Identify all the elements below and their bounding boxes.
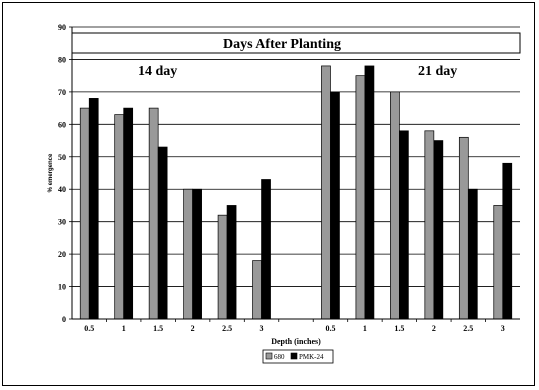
axes-group [71, 27, 520, 322]
y-tick-label: 90 [58, 23, 66, 32]
x-tick-label: 1.5 [153, 324, 163, 333]
y-tick-label: 70 [58, 88, 66, 97]
y-tick-label: 40 [58, 185, 66, 194]
bar-pmk-24 [192, 188, 202, 320]
y-tick-label: 0 [62, 315, 66, 324]
bar-pmk-24 [88, 98, 99, 320]
bar-680 [252, 260, 262, 320]
y-tick-label: 50 [58, 153, 66, 162]
annotation-21-day: 21 day [418, 64, 457, 79]
y-axis-label: % emergence [48, 153, 54, 192]
x-axis-label: Depth (inches) [271, 337, 321, 346]
y-tick-label: 80 [58, 55, 66, 64]
x-tick-label: 2 [432, 324, 436, 333]
y-tick-labels: 0 10 20 30 40 50 60 70 80 90 [58, 23, 72, 324]
bar-pmk-24 [330, 91, 340, 320]
y-tick-label: 20 [58, 250, 66, 259]
x-tick-label: 0.5 [84, 324, 94, 333]
y-tick-label: 60 [58, 120, 66, 129]
x-tick-label: 2 [191, 324, 195, 333]
bar-pmk-24 [261, 179, 271, 320]
bar-pmk-24 [364, 65, 375, 320]
x-tick-label: 3 [501, 324, 505, 333]
bar-680 [390, 91, 400, 320]
bar-680 [321, 65, 331, 320]
legend-label-pmk-24: PMK-24 [299, 353, 324, 361]
legend: 680 PMK-24 [262, 349, 334, 364]
x-tick-label: 2.5 [222, 324, 232, 333]
bar-pmk-24 [157, 146, 168, 320]
y-tick-label: 10 [58, 283, 66, 292]
bar-680 [424, 130, 435, 320]
x-tick-label: 0.5 [325, 324, 335, 333]
legend-box [262, 349, 334, 364]
bar-pmk-24 [433, 140, 444, 320]
x-tick-label: 1.5 [394, 324, 404, 333]
bar-680 [217, 214, 228, 320]
y-tick-label: 30 [58, 218, 66, 227]
bar-680 [355, 75, 366, 320]
legend-label-680: 680 [274, 353, 285, 361]
bar-pmk-24 [467, 188, 478, 320]
bar-680 [458, 136, 469, 320]
annotation-14-day: 14 day [138, 64, 177, 79]
bar-680 [148, 107, 159, 320]
legend-swatch-pmk-24 [290, 352, 298, 360]
chart-title: Days After Planting [223, 37, 341, 52]
x-tick-label: 3 [260, 324, 264, 333]
bar-680 [114, 114, 125, 320]
x-tick-label: 1 [122, 324, 126, 333]
x-tick-labels: 0.5 1 1.5 2 2.5 3 0.5 1 1.5 2 2.5 3 [84, 324, 505, 333]
x-tick-label: 1 [363, 324, 367, 333]
gridlines [72, 26, 520, 287]
bar-pmk-24 [123, 107, 134, 320]
bar-680 [79, 107, 90, 320]
x-tick-label: 2.5 [463, 324, 473, 333]
plot-area [72, 27, 520, 319]
bar-680 [493, 205, 504, 320]
legend-swatch-680 [265, 352, 273, 360]
bar-pmk-24 [502, 162, 513, 320]
bar-pmk-24 [226, 205, 237, 320]
title-box [71, 32, 521, 54]
bar-pmk-24 [399, 130, 409, 320]
bar-680 [183, 188, 193, 320]
